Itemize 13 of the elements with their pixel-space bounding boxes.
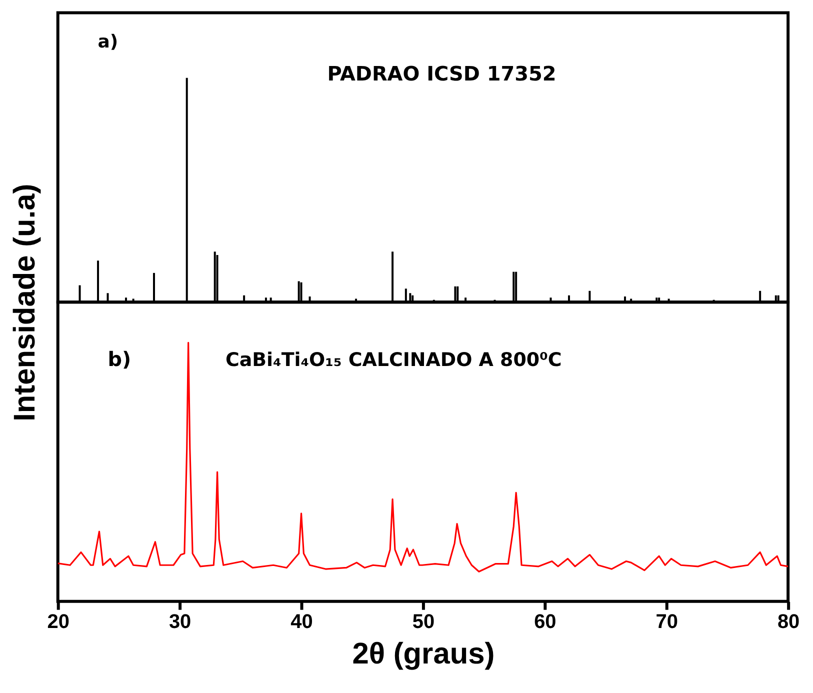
x-tick-label: 70 [656,610,678,633]
x-tick-label: 40 [290,610,313,633]
x-tick-label: 50 [412,610,435,633]
annotation: CaBi₄Ti₄O₁₅ CALCINADO A 800⁰C [225,348,562,371]
y-axis-title: Intensidade (u.a) [8,184,42,422]
annotation: b) [108,346,132,371]
x-tick-label: 60 [534,610,556,633]
x-tick-label: 30 [168,610,192,633]
x-axis-title: 2θ (graus) [352,638,495,671]
text: a) [98,32,118,53]
annotation: PADRAO ICSD 17352 [327,62,556,86]
x-tick-label: 80 [777,610,800,633]
x-tick-label: 20 [47,610,70,633]
